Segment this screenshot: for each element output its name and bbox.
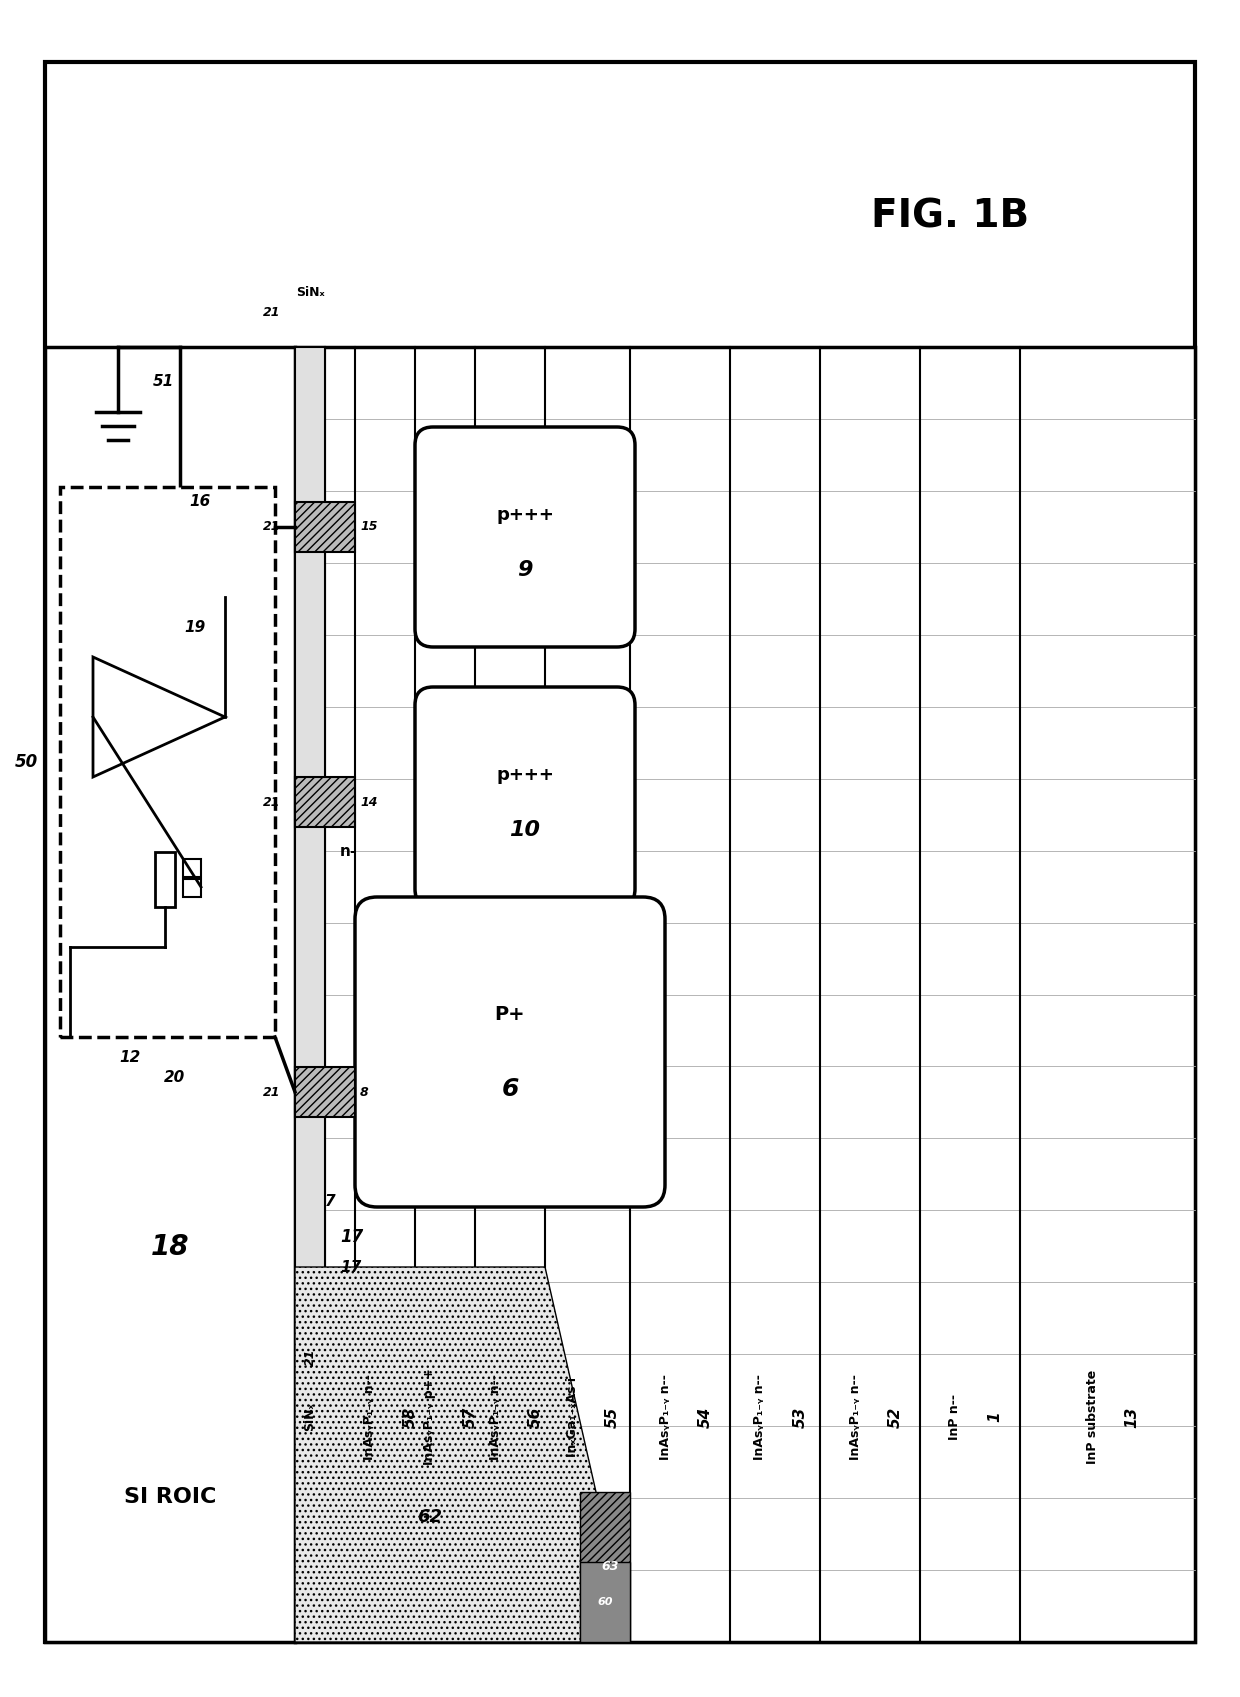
Text: n-: n-: [340, 845, 357, 859]
Text: 56: 56: [527, 1407, 543, 1427]
Text: p+++: p+++: [496, 765, 554, 784]
Text: InP substrate: InP substrate: [1085, 1369, 1099, 1465]
Text: InAsᵧP₁₋ᵧ n--: InAsᵧP₁₋ᵧ n--: [754, 1375, 766, 1459]
Bar: [295, 346, 325, 1643]
FancyBboxPatch shape: [415, 687, 635, 906]
Text: 21: 21: [263, 305, 280, 319]
Text: 58: 58: [403, 1407, 418, 1427]
Polygon shape: [295, 1268, 546, 1643]
Bar: [295, 346, 1195, 1643]
Text: 21: 21: [304, 1347, 316, 1366]
Text: 60: 60: [598, 1597, 613, 1607]
Text: 51: 51: [153, 375, 174, 390]
Bar: [155, 852, 175, 906]
Text: 18: 18: [151, 1234, 190, 1261]
Text: 10: 10: [510, 820, 541, 840]
FancyBboxPatch shape: [355, 898, 665, 1207]
Text: 12: 12: [119, 1049, 140, 1064]
Text: 19: 19: [185, 619, 206, 635]
Text: FIG. 1B: FIG. 1B: [870, 199, 1029, 236]
Polygon shape: [93, 657, 224, 777]
Text: 16: 16: [190, 494, 211, 509]
Text: 8: 8: [360, 1086, 368, 1098]
Text: 14: 14: [360, 796, 377, 808]
Text: 55: 55: [605, 1407, 620, 1427]
Text: 53: 53: [792, 1407, 807, 1427]
Text: 9: 9: [517, 560, 533, 580]
Text: 1: 1: [987, 1412, 1002, 1422]
Bar: [45, 346, 295, 1643]
Text: 21: 21: [263, 1086, 280, 1098]
Text: 62: 62: [418, 1509, 443, 1526]
Text: InAsᵧP₁₋ᵧ n--: InAsᵧP₁₋ᵧ n--: [848, 1375, 862, 1459]
FancyBboxPatch shape: [415, 428, 635, 647]
Text: InₓGa₁₋ₓAs i: InₓGa₁₋ₓAs i: [565, 1376, 579, 1458]
Text: 50: 50: [15, 753, 38, 770]
Text: 15: 15: [360, 521, 377, 533]
Text: InAsᵧP₁₋ᵧ n--: InAsᵧP₁₋ᵧ n--: [363, 1375, 377, 1459]
Text: InAsᵧP₁₋ᵧ p++: InAsᵧP₁₋ᵧ p++: [424, 1368, 436, 1466]
Text: 21: 21: [263, 796, 280, 808]
Text: 17: 17: [340, 1259, 361, 1274]
Text: 57: 57: [463, 1407, 477, 1427]
Text: InP n--: InP n--: [949, 1393, 961, 1441]
Text: p+++: p+++: [496, 506, 554, 524]
Bar: [60, 487, 275, 1037]
Bar: [295, 1067, 355, 1117]
Text: 52: 52: [888, 1407, 903, 1427]
Text: P+: P+: [495, 1005, 526, 1025]
Bar: [580, 1561, 630, 1643]
Text: 7: 7: [325, 1195, 335, 1210]
Text: SiNₓ: SiNₓ: [304, 1403, 316, 1431]
Text: 63: 63: [601, 1561, 619, 1573]
Text: InAsᵧP₁₋ᵧ n--: InAsᵧP₁₋ᵧ n--: [658, 1375, 672, 1459]
Bar: [184, 879, 201, 898]
Text: 13: 13: [1125, 1407, 1140, 1427]
Text: 17: 17: [340, 1229, 363, 1246]
Text: SiNₓ: SiNₓ: [295, 285, 325, 299]
Bar: [184, 859, 201, 877]
Text: 54: 54: [697, 1407, 713, 1427]
Polygon shape: [295, 1268, 630, 1643]
Text: 20: 20: [165, 1069, 186, 1084]
Text: InAsᵧP₁₋ᵧ n--: InAsᵧP₁₋ᵧ n--: [489, 1375, 501, 1459]
Bar: [580, 1492, 630, 1643]
Text: 21: 21: [263, 521, 280, 533]
Bar: [295, 777, 355, 826]
Text: 6: 6: [501, 1078, 518, 1101]
Bar: [295, 502, 355, 552]
Text: SI ROIC: SI ROIC: [124, 1487, 216, 1507]
